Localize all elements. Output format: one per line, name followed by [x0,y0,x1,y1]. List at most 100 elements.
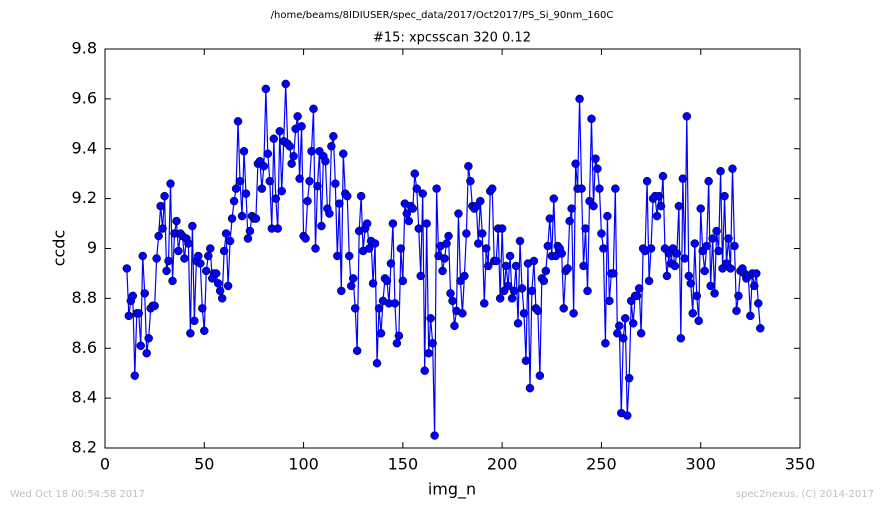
data-point [450,321,459,331]
data-point [535,371,545,380]
data-point [215,286,225,296]
data-point [269,134,279,144]
data-point [454,209,463,218]
footer-left: Wed Oct 18 00:54:58 2017 [10,489,145,500]
data-point [166,179,175,188]
data-point [706,281,715,291]
data-point [200,326,209,336]
y-tick-label: 9.8 [72,39,97,58]
data-point [674,201,684,211]
data-point [507,294,517,303]
data-point [480,299,489,308]
data-point [746,311,755,321]
data-point [676,334,686,343]
data-point [134,309,144,318]
data-point [605,296,614,306]
data-point [343,191,352,201]
data-point [275,127,284,136]
plot-frame [104,48,801,449]
data-point [495,294,505,303]
data-point [728,164,737,173]
data-point [646,244,656,253]
data-point [382,276,392,286]
data-point [196,259,205,268]
data-point [233,117,243,126]
data-point [636,329,646,338]
y-tick-label: 8.4 [72,388,97,407]
data-point [527,286,537,296]
data-point [287,159,296,168]
data-point [583,286,592,296]
data-point [124,311,134,321]
data-point [198,304,207,313]
data-point [708,234,717,243]
data-point [670,261,680,271]
data-point [160,191,169,201]
y-tick-label: 8.2 [72,438,97,457]
data-point [180,254,189,263]
data-point [412,184,422,193]
chart-title: #15: xpcsscan 320 0.12 [373,31,531,46]
data-point [601,339,610,348]
data-point [694,316,703,326]
data-point [348,274,358,283]
data-point [331,179,340,188]
data-point [581,224,590,233]
data-point [654,191,664,201]
data-point [156,201,165,211]
data-point [428,339,437,348]
data-point [438,266,447,276]
data-point [213,279,223,288]
data-point [241,189,251,198]
data-point [154,231,163,241]
data-point [386,259,396,268]
data-point [460,271,469,281]
data-point [444,231,453,241]
data-point [410,169,420,178]
data-point [313,181,322,191]
data-point [684,271,694,281]
data-point [517,284,527,293]
data-point [416,271,425,281]
data-point [700,266,709,276]
data-point [138,251,147,261]
data-point [327,142,336,151]
data-point [482,244,491,253]
data-point [611,184,620,193]
data-point [501,261,511,271]
data-point [559,304,568,313]
data-point [539,276,549,286]
data-point [658,171,668,181]
y-tick-label: 8.6 [72,338,97,357]
x-tick-label: 0 [100,455,110,474]
data-point [462,229,471,238]
data-point [346,281,356,291]
x-tick-label: 50 [194,455,214,474]
data-point [603,211,612,221]
data-point [235,176,245,186]
data-point [374,304,384,313]
data-point [497,224,507,233]
data-point [587,114,596,124]
data-point [362,219,372,228]
data-point [491,256,501,266]
data-point [205,244,215,253]
data-point [130,371,140,380]
data-point [563,264,572,273]
data-point [712,226,721,236]
data-point [732,306,741,316]
data-point [680,254,690,263]
data-point [599,244,608,253]
data-point [172,216,181,226]
data-point [624,373,634,383]
data-point [344,251,354,261]
data-point [202,266,211,276]
data-point [281,79,290,89]
data-point [440,254,449,263]
data-point [690,239,700,248]
data-point [593,164,602,173]
data-point [297,122,306,131]
data-point [730,241,739,251]
data-point [174,246,183,256]
data-point [557,249,566,258]
